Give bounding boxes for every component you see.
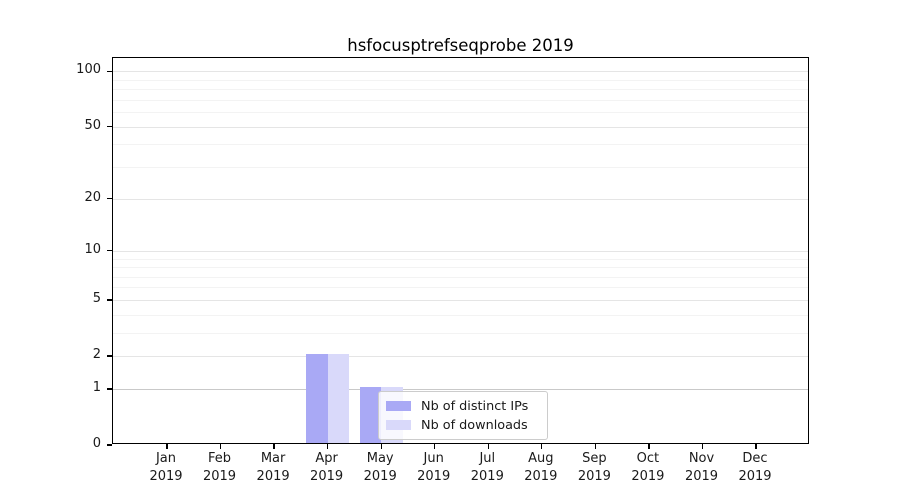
x-tick-year: 2019 [684,468,719,484]
gridline-minor [113,258,808,260]
legend-swatch-downloads [386,420,411,430]
x-tick [434,444,436,449]
x-tick-label: Jun 2019 [399,450,469,485]
x-tick-label: Apr 2019 [292,450,362,485]
y-tick [107,197,112,200]
gridline-minor [113,99,808,101]
x-tick-label: Sep 2019 [559,450,629,485]
gridline-major [113,388,808,390]
x-tick-month: Jul [479,451,496,466]
x-tick-year: 2019 [310,468,344,484]
gridline-minor [113,112,808,114]
legend: Nb of distinct IPs Nb of downloads [378,391,548,440]
x-tick-label: Dec 2019 [720,450,790,485]
x-tick-label: Oct 2019 [613,450,683,485]
x-tick-month: Jun [423,451,444,466]
legend-label-distinct-ips: Nb of distinct IPs [421,398,529,414]
gridline-minor [113,166,808,168]
x-tick-label: May 2019 [345,450,415,485]
gridline-major [113,356,808,357]
y-tick [107,125,112,128]
x-tick [594,444,597,449]
gridline-minor [113,332,808,334]
x-tick-label: Nov 2019 [667,450,737,485]
x-tick [701,444,704,449]
x-tick-year: 2019 [631,468,665,484]
gridline-major [113,198,808,200]
gridline-minor [113,79,808,81]
x-tick-month: Apr [315,451,338,466]
x-tick-month: Nov [688,451,715,466]
gridline-minor [113,287,808,289]
y-tick [107,388,112,390]
x-tick [487,444,489,449]
x-tick-year: 2019 [417,468,451,484]
x-tick [541,444,543,449]
x-tick-year: 2019 [524,468,558,484]
x-tick [166,444,168,449]
x-tick-year: 2019 [202,468,237,484]
gridline-minor [113,144,808,146]
y-tick [107,70,112,72]
x-tick-month: Oct [636,451,660,466]
y-tick [107,444,112,446]
y-tick-label: 5 [92,290,101,306]
x-tick-label: Aug 2019 [506,450,576,485]
x-tick [380,444,382,449]
y-tick-label: 10 [84,241,101,257]
x-tick [648,444,650,449]
gridline-minor [113,276,808,278]
y-tick [107,250,112,252]
x-tick-year: 2019 [470,468,504,484]
gridline-minor [113,89,808,91]
y-tick-label: 50 [84,117,101,133]
gridline-major [113,71,808,73]
gridline-major [113,126,808,128]
x-tick-year: 2019 [363,468,397,484]
x-tick-month: May [366,451,394,466]
y-tick-label: 2 [92,347,101,362]
y-tick-label: 100 [76,62,101,78]
x-tick [755,444,757,449]
y-tick [107,355,112,357]
x-tick-year: 2019 [149,468,183,484]
legend-item-downloads: Nb of downloads [386,417,538,433]
x-tick-year: 2019 [738,468,772,484]
bar-distinct-ips [359,386,382,443]
bar-downloads [327,354,349,443]
plot-area: Nb of distinct IPs Nb of downloads [107,57,809,449]
x-tick-label: Jan 2019 [131,450,201,485]
x-tick-month: Feb [207,451,232,466]
y-tick-label: 0 [92,436,101,451]
x-tick-month: Mar [260,451,286,466]
x-tick [326,444,329,449]
legend-swatch-distinct-ips [386,401,411,411]
x-tick [219,444,222,449]
x-tick-month: Jan [155,451,177,466]
gridline-major [113,250,808,252]
x-tick-label: Mar 2019 [238,450,308,485]
gridline-minor [113,267,808,269]
legend-label-downloads: Nb of downloads [421,417,528,433]
y-tick [107,299,112,301]
x-tick-month: Dec [742,451,768,466]
bar-distinct-ips [306,354,328,443]
x-tick-label: Jul 2019 [452,450,522,485]
gridline-major [113,299,808,301]
x-tick-label: Feb 2019 [185,450,255,485]
x-tick-year: 2019 [577,468,611,484]
gridline-minor [113,314,808,316]
chart-title: hsfocusptrefseqprobe 2019 [347,36,574,55]
y-tick-label: 20 [84,189,101,205]
x-tick-month: Sep [582,451,607,466]
x-tick-month: Aug [528,451,554,466]
x-tick-year: 2019 [256,468,290,484]
y-tick-label: 1 [92,379,101,395]
x-tick [273,444,275,449]
legend-item-distinct-ips: Nb of distinct IPs [386,398,538,414]
